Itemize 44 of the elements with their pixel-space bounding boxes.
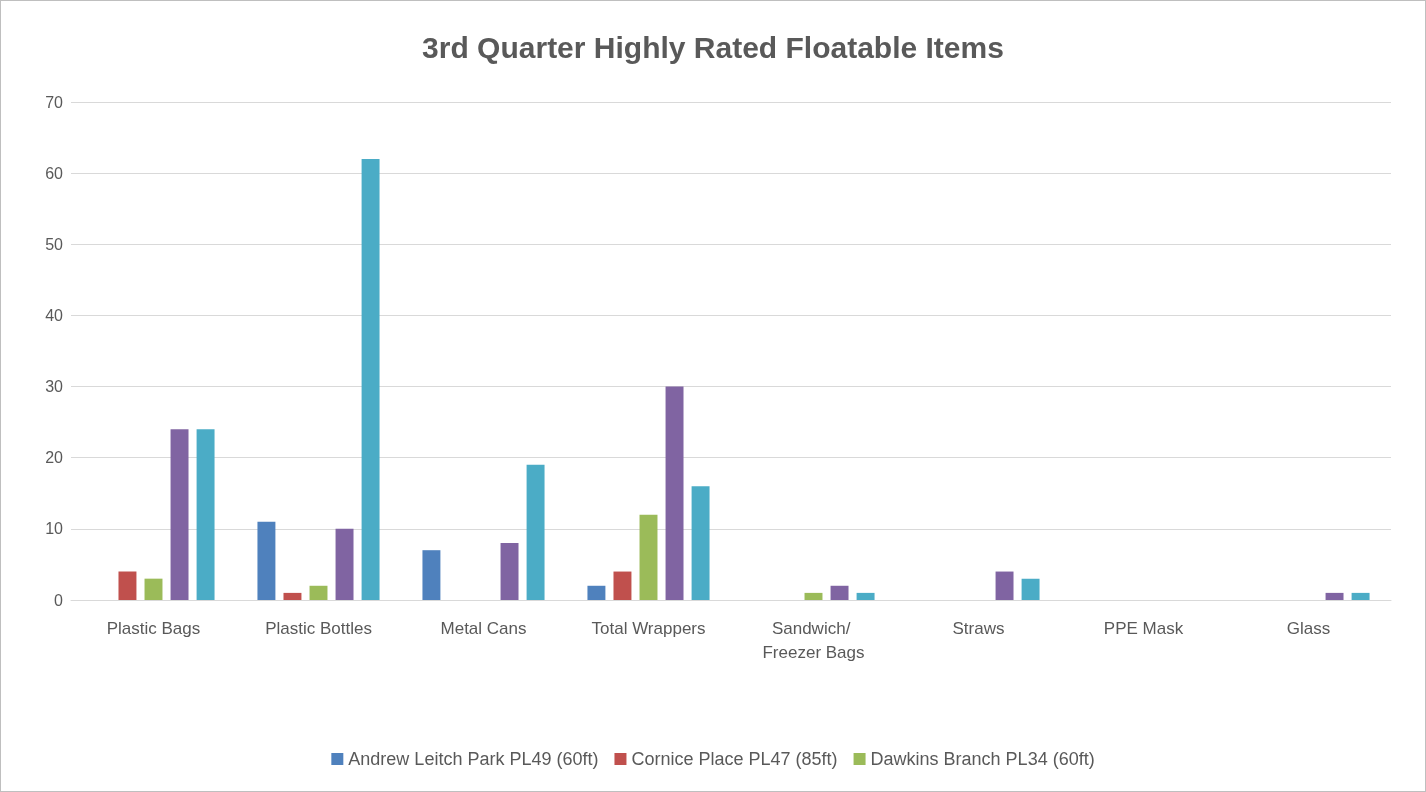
bar	[422, 550, 441, 600]
bar	[613, 571, 632, 600]
bar	[118, 571, 137, 600]
bar	[526, 464, 545, 600]
x-tick-label: Straws	[952, 618, 1005, 638]
x-tick-label: Glass	[1286, 618, 1331, 638]
bar	[335, 528, 354, 600]
bar	[144, 578, 163, 600]
y-tick-label: 20	[45, 449, 64, 467]
legend-label: Dawkins Branch PL34 (60ft)	[870, 749, 1095, 769]
bar	[170, 429, 189, 600]
bar	[995, 571, 1014, 600]
bar	[830, 585, 849, 600]
bar	[196, 429, 215, 600]
bar	[361, 158, 380, 600]
bar	[639, 514, 658, 600]
bar	[804, 592, 823, 600]
bar	[1325, 592, 1344, 600]
bar	[283, 592, 302, 600]
bar	[587, 585, 606, 600]
bar	[1351, 592, 1370, 600]
legend-label: Cornice Place PL47 (85ft)	[631, 749, 838, 769]
x-tick-label: Plastic Bags	[106, 618, 201, 638]
chart-title: 3rd Quarter Highly Rated Floatable Items	[422, 30, 1004, 64]
bar	[1021, 578, 1040, 600]
bar	[856, 592, 875, 600]
y-tick-label: 10	[45, 520, 64, 538]
y-tick-label: 70	[45, 93, 64, 111]
x-tick-label: PPE Mask	[1103, 618, 1184, 638]
x-tick-label: Metal Cans	[440, 618, 527, 638]
x-tick-label: Plastic Bottles	[265, 618, 372, 638]
x-tick-label: Sandwich/ Freezer Bags	[762, 618, 865, 662]
y-tick-label: 60	[45, 164, 64, 182]
bar	[665, 386, 684, 600]
y-tick-label: 40	[45, 306, 64, 324]
y-tick-label: 30	[45, 378, 64, 396]
x-tick-label: Total Wrappers	[591, 618, 706, 638]
bar	[691, 486, 710, 600]
legend-label: Andrew Leitch Park PL49 (60ft)	[348, 749, 599, 769]
bar	[309, 585, 328, 600]
bar	[500, 543, 519, 600]
bar	[257, 521, 276, 600]
y-tick-label: 0	[54, 591, 64, 609]
y-tick-label: 50	[45, 235, 64, 253]
